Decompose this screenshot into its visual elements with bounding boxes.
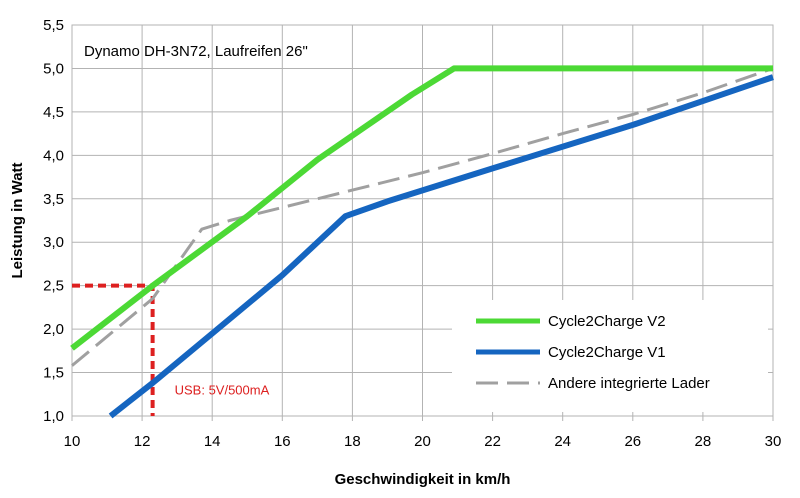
x-tick-label: 22 bbox=[484, 433, 501, 450]
usb-annotation-line bbox=[72, 283, 155, 416]
series-line-cycle2charge-v2 bbox=[70, 65, 773, 351]
y-axis-title: Leistung in Watt bbox=[9, 162, 26, 278]
x-tick-label: 18 bbox=[344, 433, 361, 450]
y-tick-label: 2,0 bbox=[43, 321, 64, 338]
y-tick-label: 3,5 bbox=[43, 191, 64, 208]
x-tick-label: 12 bbox=[134, 433, 151, 450]
x-tick-label: 20 bbox=[414, 433, 431, 450]
series-group bbox=[70, 65, 774, 419]
legend-label: Cycle2Charge V1 bbox=[548, 344, 666, 361]
y-tick-label: 4,5 bbox=[43, 104, 64, 121]
y-axis-ticks: 1,0 1,5 2,0 2,5 3,0 3,5 4,0 4,5 5,0 5,5 bbox=[43, 17, 64, 425]
chart-title: Dynamo DH-3N72, Laufreifen 26" bbox=[84, 43, 308, 60]
legend: Cycle2Charge V2 Cycle2Charge V1 Andere int… bbox=[452, 300, 768, 412]
series-line-cycle2charge-v1 bbox=[108, 74, 774, 419]
y-tick-label: 4,0 bbox=[43, 147, 64, 164]
x-tick-label: 30 bbox=[765, 433, 782, 450]
x-axis-ticks: 10 12 14 16 18 20 22 24 26 28 30 bbox=[64, 416, 782, 450]
y-tick-label: 2,5 bbox=[43, 278, 64, 295]
series-line-andere-integrierte-lader bbox=[71, 66, 774, 367]
y-tick-label: 1,5 bbox=[43, 365, 64, 382]
x-tick-label: 28 bbox=[695, 433, 712, 450]
annotation-lines bbox=[72, 283, 155, 416]
x-tick-label: 24 bbox=[554, 433, 571, 450]
x-tick-label: 10 bbox=[64, 433, 81, 450]
y-tick-label: 5,5 bbox=[43, 17, 64, 34]
y-tick-label: 3,0 bbox=[43, 234, 64, 251]
legend-label: Cycle2Charge V2 bbox=[548, 313, 666, 330]
x-tick-label: 14 bbox=[204, 433, 221, 450]
x-tick-label: 16 bbox=[274, 433, 291, 450]
x-tick-label: 26 bbox=[624, 433, 641, 450]
y-tick-label: 1,0 bbox=[43, 408, 64, 425]
y-tick-label: 5,0 bbox=[43, 60, 64, 77]
x-axis-title: Geschwindigkeit in km/h bbox=[335, 471, 511, 488]
usb-annotation: USB: 5V/500mA bbox=[175, 382, 270, 397]
legend-label: Andere integrierte Lader bbox=[548, 375, 710, 392]
